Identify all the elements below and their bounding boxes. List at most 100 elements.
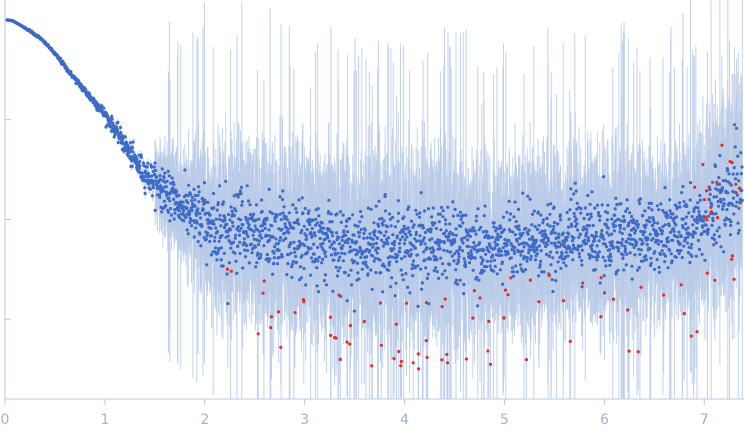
data-point: [546, 203, 550, 207]
data-point: [213, 235, 217, 239]
data-point: [326, 236, 330, 240]
data-point: [383, 264, 387, 269]
data-point: [555, 250, 559, 254]
outlier-point: [488, 362, 493, 366]
data-point: [234, 233, 238, 237]
outlier-point: [524, 358, 529, 362]
data-point: [451, 200, 455, 204]
data-point: [626, 237, 630, 241]
data-point: [493, 264, 497, 268]
data-point: [616, 249, 621, 253]
data-point: [559, 254, 563, 258]
data-point: [604, 245, 609, 249]
data-point: [577, 252, 581, 256]
data-point: [267, 187, 271, 191]
data-point: [505, 243, 509, 247]
data-point: [602, 274, 606, 278]
data-point: [287, 211, 291, 215]
outlier-point: [417, 367, 421, 371]
data-point: [677, 230, 681, 234]
data-point: [556, 260, 560, 264]
data-point: [303, 206, 307, 211]
data-point: [292, 240, 296, 244]
data-point: [428, 247, 432, 251]
data-point: [589, 215, 593, 219]
data-point: [518, 236, 522, 240]
data-point: [613, 213, 617, 217]
data-point: [317, 255, 321, 259]
data-point: [186, 232, 190, 236]
data-point: [350, 240, 354, 244]
data-point: [559, 242, 564, 247]
data-point: [497, 253, 501, 258]
data-point: [409, 252, 413, 256]
data-point: [344, 224, 348, 228]
data-point: [288, 221, 292, 225]
data-point: [398, 238, 403, 242]
data-point: [535, 248, 539, 252]
data-point: [550, 241, 554, 245]
data-point: [310, 226, 314, 231]
data-point: [197, 200, 201, 204]
data-point: [630, 214, 634, 219]
data-point: [84, 88, 88, 92]
data-point: [562, 241, 566, 245]
data-point: [315, 266, 319, 270]
data-point: [441, 215, 445, 219]
data-point: [676, 235, 680, 239]
data-point: [186, 201, 190, 205]
data-point: [680, 191, 684, 195]
data-point: [564, 264, 568, 268]
data-point: [597, 250, 602, 254]
data-point: [153, 208, 157, 212]
outlier-point: [487, 319, 491, 323]
data-point: [454, 233, 458, 237]
data-point: [355, 240, 359, 244]
data-point: [185, 206, 189, 210]
data-point: [252, 212, 256, 216]
data-point: [566, 254, 570, 258]
data-point: [509, 256, 513, 260]
outlier-point: [464, 357, 468, 361]
data-point: [549, 263, 553, 267]
data-point: [153, 161, 157, 165]
data-point: [440, 272, 444, 276]
data-point: [204, 211, 208, 215]
data-point: [621, 256, 625, 261]
data-point: [544, 234, 548, 238]
data-point: [423, 242, 427, 246]
data-point: [492, 269, 496, 273]
data-point: [157, 186, 161, 190]
data-point: [217, 217, 222, 221]
data-point: [384, 230, 388, 234]
data-point: [128, 141, 132, 145]
data-point: [192, 235, 196, 239]
data-point: [649, 261, 653, 265]
data-point: [245, 184, 249, 188]
data-point: [433, 221, 437, 225]
data-point: [567, 225, 571, 229]
data-point: [277, 255, 281, 259]
data-point: [665, 216, 669, 220]
data-point: [522, 245, 526, 249]
data-point: [308, 223, 312, 227]
data-point: [102, 106, 106, 110]
data-point: [513, 245, 517, 250]
data-point: [365, 247, 369, 252]
data-point: [636, 223, 641, 227]
data-point: [639, 229, 643, 233]
data-point: [617, 246, 621, 250]
data-point: [339, 294, 343, 298]
data-point: [536, 227, 540, 231]
data-point: [184, 215, 188, 219]
data-point: [214, 217, 218, 221]
data-point: [667, 224, 671, 228]
data-point: [253, 224, 257, 228]
data-point: [462, 292, 466, 296]
data-point: [471, 268, 475, 272]
data-point: [335, 274, 339, 278]
data-point: [645, 242, 649, 246]
data-point: [663, 223, 667, 227]
data-point: [258, 233, 262, 237]
data-point: [320, 221, 324, 225]
